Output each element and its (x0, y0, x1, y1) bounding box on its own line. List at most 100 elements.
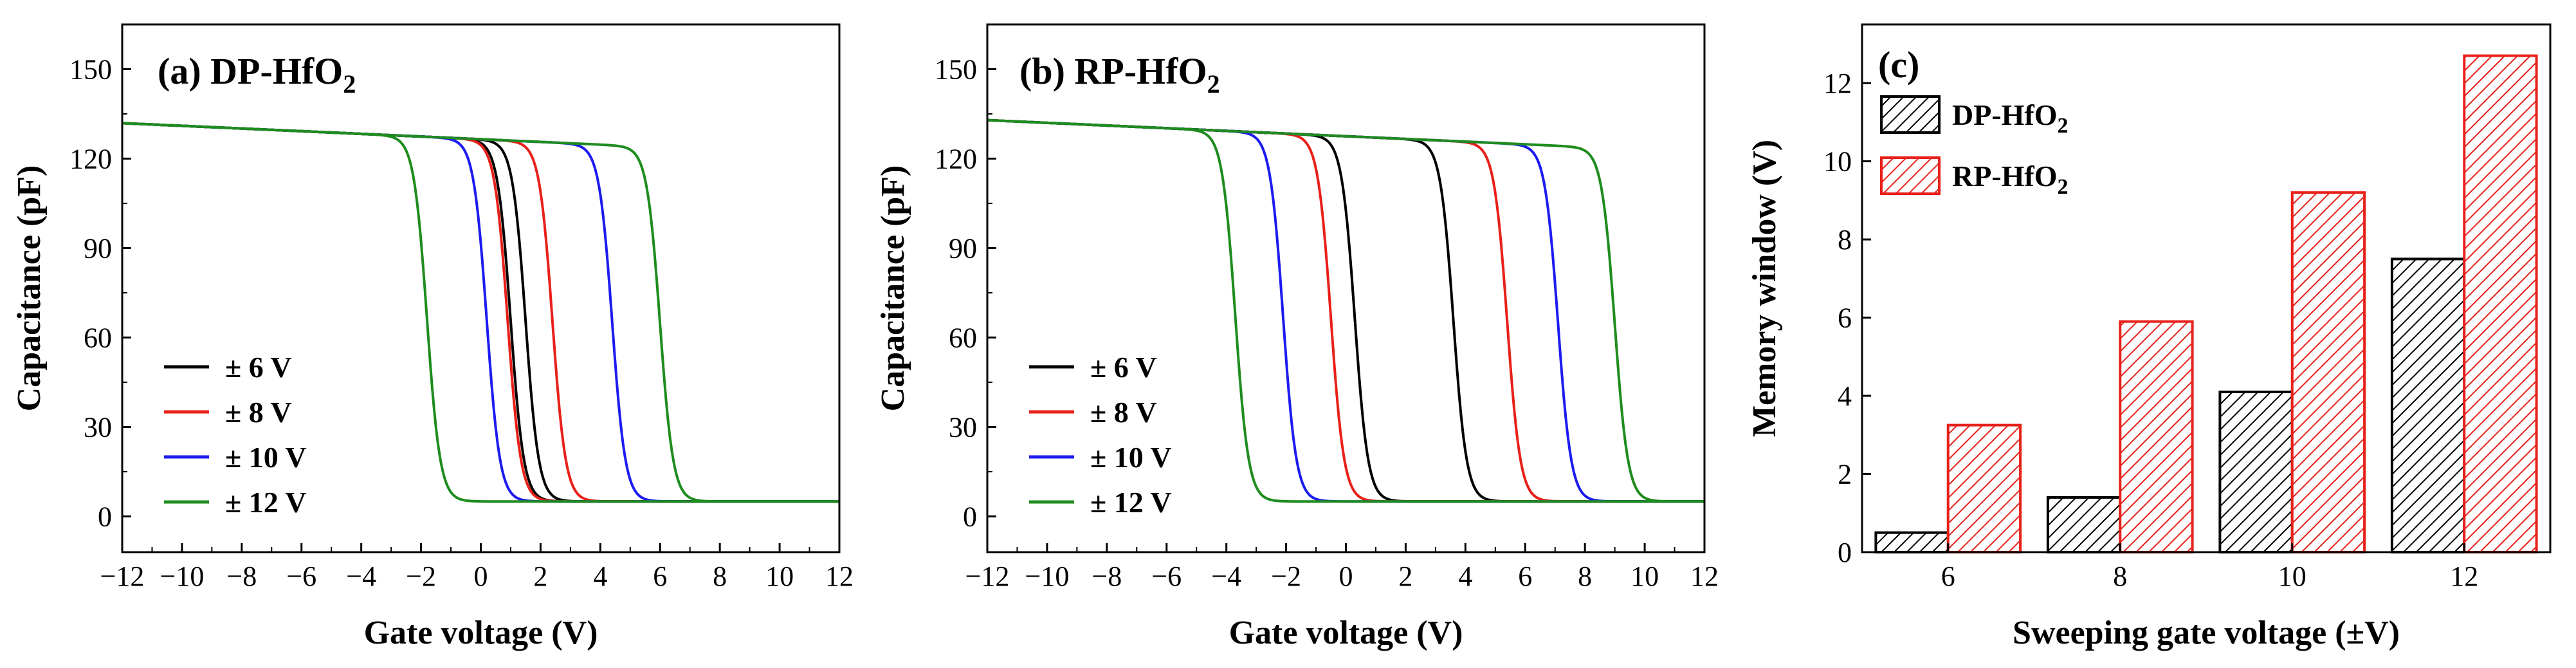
legend-swatch (1880, 95, 1941, 134)
panel-a-x-ticks: −12 −10 −8 −6 −4 −2 0 2 4 6 8 10 12 (100, 543, 854, 592)
panel-b-x-ticks: −12 −10 −8 −6 −4 −2 0 2 4 6 8 10 12 (965, 543, 1719, 592)
y-tick-label: 60 (949, 322, 977, 353)
y-tick-label: 30 (949, 411, 977, 443)
curve-12v-backward (987, 118, 1704, 503)
x-tick-label: 10 (2278, 561, 2307, 592)
curve-12v-backward (122, 122, 839, 503)
y-tick-label: 10 (1823, 146, 1852, 178)
panel-c-legend: DP-HfO2 RP-HfO2 (1880, 95, 2069, 199)
y-tick-label: 120 (69, 143, 112, 174)
legend-label: ± 10 V (225, 441, 307, 474)
y-tick-label: 150 (69, 53, 112, 85)
y-tick-label: 0 (1838, 537, 1852, 568)
legend-swatch (1880, 156, 1941, 195)
x-tick-label: 4 (1458, 561, 1472, 592)
y-tick-label: 90 (84, 232, 112, 264)
y-tick-label: 4 (1838, 380, 1852, 412)
bar-rp-10 (2290, 191, 2366, 553)
x-tick-label: 2 (1398, 561, 1412, 592)
x-tick-label: 12 (1690, 561, 1719, 592)
panel-c-bar-chart: 6 8 10 12 0 2 4 6 8 10 12 (c) DP-HfO2 RP-HfO2 Swee… (1746, 23, 2552, 651)
y-tick-label: 8 (1838, 224, 1852, 255)
bar-dp-10 (2218, 390, 2294, 553)
panel-b-title: (b) RP-HfO2 (1019, 50, 1220, 98)
bar-dp-6 (1874, 531, 1950, 554)
bar-rp-8 (2119, 320, 2194, 553)
bar-dp-12 (2390, 257, 2466, 553)
panel-c-x-ticks: 6 8 10 12 (1941, 543, 2478, 592)
legend-label: DP-HfO2 (1952, 98, 2069, 138)
panel-a-legend: ± 6 V ± 8 V ± 10 V ± 12 V (164, 351, 307, 519)
x-tick-label: −2 (1271, 561, 1301, 592)
legend-label: ± 8 V (1090, 396, 1157, 429)
legend-label: ± 12 V (225, 486, 307, 519)
y-tick-label: 0 (963, 501, 977, 532)
x-tick-label: −8 (1092, 561, 1122, 592)
x-tick-label: 4 (593, 561, 607, 592)
panel-c-frame (1861, 23, 2552, 553)
legend-label: ± 12 V (1090, 486, 1172, 519)
legend-label: ± 8 V (225, 396, 292, 429)
x-tick-label: 6 (1941, 561, 1955, 592)
panel-b-y-ticks: 0 30 60 90 120 150 (935, 24, 996, 532)
x-tick-label: 10 (765, 561, 794, 592)
x-tick-label: −12 (965, 561, 1010, 592)
panel-c-y-ticks: 0 2 4 6 8 10 12 (1823, 68, 1871, 568)
x-tick-label: 12 (2450, 561, 2478, 592)
panel-a-y-axis-label: Capacitance (pF) (11, 165, 48, 412)
panel-b-legend: ± 6 V ± 8 V ± 10 V ± 12 V (1029, 351, 1172, 519)
x-tick-label: 0 (1339, 561, 1353, 592)
y-tick-label: 60 (84, 322, 112, 353)
y-tick-label: 120 (935, 143, 977, 174)
y-tick-label: 12 (1823, 68, 1852, 99)
x-tick-label: −8 (226, 561, 257, 592)
panel-b-cv-chart: −12 −10 −8 −6 −4 −2 0 2 4 6 8 10 12 0 30 60 90 120 150 (b… (875, 23, 1719, 651)
panel-a-y-ticks: 0 30 60 90 120 150 (69, 24, 131, 532)
x-tick-label: 12 (825, 561, 854, 592)
curve-6v-forward (301, 129, 839, 503)
x-tick-label: 8 (713, 561, 727, 592)
x-tick-label: −4 (346, 561, 376, 592)
x-tick-label: −12 (100, 561, 145, 592)
panel-c-x-axis-label: Sweeping gate voltage (±V) (2013, 615, 2400, 651)
curve-6v-backward (301, 129, 839, 503)
panel-a-frame (121, 23, 841, 553)
x-tick-label: 8 (2113, 561, 2127, 592)
x-tick-label: 6 (653, 561, 667, 592)
x-tick-label: 0 (474, 561, 488, 592)
panel-c-title: (c) (1878, 44, 1919, 86)
x-tick-label: −10 (160, 561, 205, 592)
x-tick-label: 6 (1518, 561, 1532, 592)
curve-8v-forward (241, 127, 839, 503)
panel-a-title: (a) DP-HfO2 (158, 50, 356, 98)
panel-b-curves (987, 118, 1704, 503)
x-tick-label: 2 (533, 561, 547, 592)
panel-b-y-axis-label: Capacitance (pF) (875, 165, 911, 412)
bar-rp-6 (1946, 423, 2022, 553)
x-tick-label: −6 (286, 561, 316, 592)
y-tick-label: 150 (935, 53, 977, 85)
panel-b-x-axis-label: Gate voltage (V) (1229, 615, 1463, 651)
legend-label: ± 6 V (225, 351, 292, 384)
bar-dp-8 (2046, 496, 2122, 553)
y-tick-label: 0 (98, 501, 112, 532)
x-tick-label: −6 (1151, 561, 1182, 592)
bar-rp-12 (2463, 54, 2538, 553)
x-tick-label: 8 (1578, 561, 1592, 592)
panel-a-curves (122, 122, 839, 503)
y-tick-label: 90 (949, 232, 977, 264)
panel-a-cv-chart: −12 −10 −8 −6 −4 −2 0 2 4 6 8 10 12 0 30 60 90 120 150 (a… (11, 23, 854, 651)
legend-label: RP-HfO2 (1952, 160, 2069, 199)
x-tick-label: −10 (1025, 561, 1070, 592)
y-tick-label: 2 (1838, 459, 1852, 490)
x-tick-label: 10 (1631, 561, 1659, 592)
panel-a-x-axis-label: Gate voltage (V) (364, 615, 598, 651)
panel-b-frame (986, 23, 1706, 553)
legend-label: ± 6 V (1090, 351, 1157, 384)
x-tick-label: −4 (1211, 561, 1241, 592)
x-tick-label: −2 (406, 561, 436, 592)
legend-label: ± 10 V (1090, 441, 1172, 474)
y-tick-label: 30 (84, 411, 112, 443)
panel-c-y-axis-label: Memory window (V) (1746, 140, 1783, 437)
